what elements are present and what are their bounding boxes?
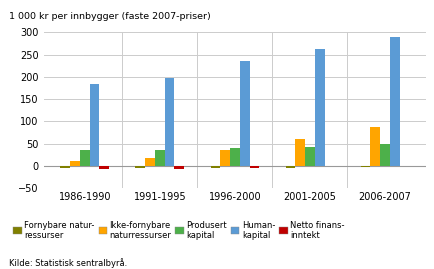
Bar — [99, 166, 109, 169]
Bar — [379, 144, 389, 166]
Bar — [360, 166, 369, 167]
Text: 1 000 kr per innbygger (faste 2007-priser): 1 000 kr per innbygger (faste 2007-prise… — [9, 12, 210, 21]
Bar — [285, 166, 295, 168]
Bar — [155, 150, 164, 166]
Bar — [369, 127, 379, 166]
Bar — [89, 84, 99, 166]
Bar — [304, 147, 314, 166]
Bar — [70, 161, 80, 166]
Bar — [249, 166, 259, 168]
Bar — [210, 166, 220, 168]
Bar — [239, 61, 249, 166]
Bar — [145, 158, 155, 166]
Bar — [220, 150, 230, 166]
Bar — [135, 166, 145, 168]
Bar — [60, 166, 70, 168]
Bar — [295, 139, 304, 166]
Bar — [164, 78, 174, 166]
Text: Kilde: Statistisk sentralbyrå.: Kilde: Statistisk sentralbyrå. — [9, 258, 127, 268]
Bar — [399, 166, 408, 167]
Bar — [314, 49, 324, 166]
Bar — [80, 150, 89, 166]
Legend: Fornybare natur-
ressurser, Ikke-fornybare
naturressurser, Produsert
kapital, Hu: Fornybare natur- ressurser, Ikke-fornyba… — [13, 221, 344, 240]
Bar — [230, 148, 239, 166]
Bar — [324, 166, 334, 167]
Bar — [174, 166, 184, 169]
Bar — [389, 37, 399, 166]
